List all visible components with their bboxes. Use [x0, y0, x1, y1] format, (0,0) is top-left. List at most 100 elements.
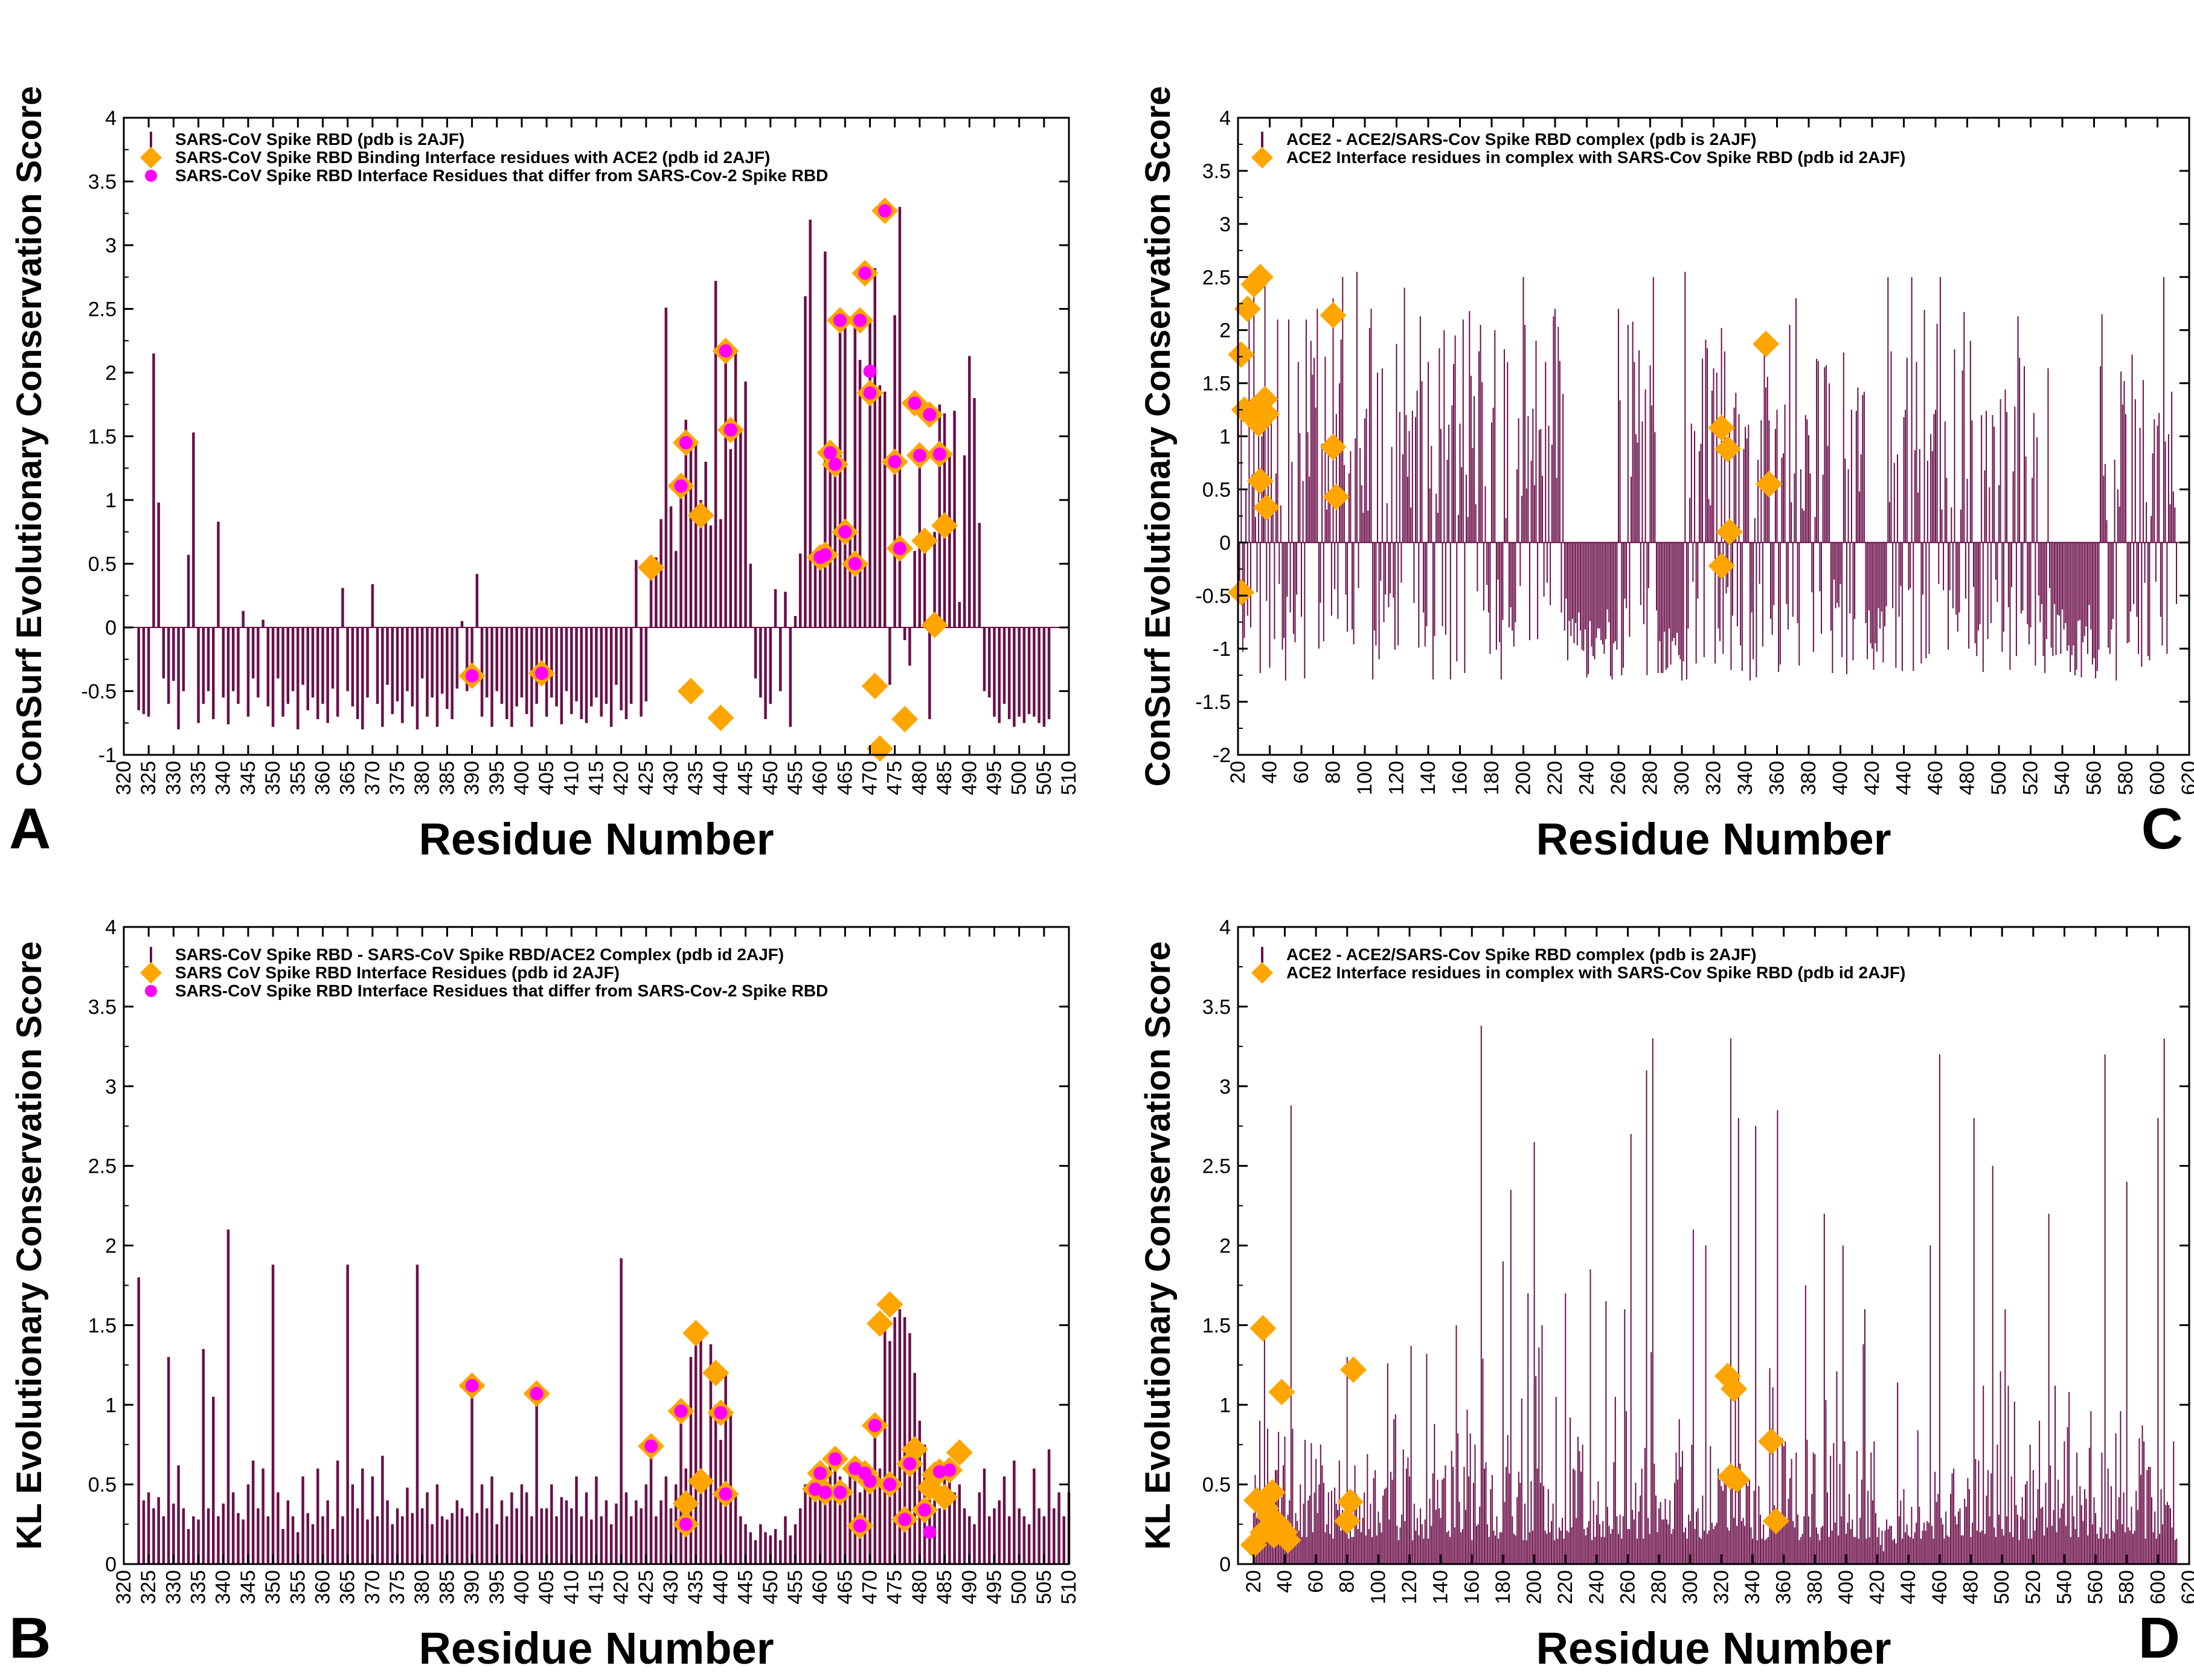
bar — [2065, 1525, 2067, 1564]
bar — [620, 1258, 623, 1564]
bar — [1558, 1527, 1560, 1564]
bar — [1578, 542, 1580, 613]
bar — [1332, 1538, 1334, 1564]
x-tick-label: 60 — [1290, 761, 1313, 784]
bar — [1833, 542, 1835, 580]
bar — [1781, 457, 1783, 543]
legend: ACE2 - ACE2/SARS-Cov Spike RBD complex (… — [1251, 945, 1905, 984]
bar — [1778, 1512, 1780, 1564]
bar — [1560, 1530, 1562, 1564]
bar — [1299, 433, 1301, 543]
bar — [1358, 542, 1359, 588]
bar — [2114, 460, 2115, 543]
bar — [1624, 1309, 1626, 1564]
bar — [1956, 1524, 1958, 1564]
legend-label: ACE2 - ACE2/SARS-Cov Spike RBD complex (… — [1286, 945, 1756, 964]
bar — [1772, 1387, 1774, 1564]
bar — [1494, 330, 1496, 543]
bar — [1440, 1518, 1442, 1564]
bar — [1766, 377, 1768, 543]
bar — [1745, 426, 1746, 543]
bar — [1493, 1530, 1495, 1564]
bar — [1888, 502, 1890, 543]
bar — [1528, 1532, 1530, 1565]
bar — [655, 557, 658, 627]
bar — [779, 1540, 782, 1564]
bar — [1770, 542, 1771, 619]
bar — [1938, 542, 1940, 584]
bar — [1761, 1538, 1763, 1564]
bar — [1343, 465, 1345, 543]
bar — [1580, 1472, 1582, 1564]
bar — [1327, 438, 1329, 543]
bar — [1304, 542, 1306, 679]
bar — [1431, 1525, 1432, 1564]
bar — [968, 356, 971, 627]
bar — [1686, 1538, 1688, 1564]
bar — [1852, 542, 1854, 661]
bar — [1552, 1503, 1554, 1564]
bar — [420, 1508, 424, 1564]
differ-circle — [903, 1457, 917, 1470]
bar — [1727, 1527, 1728, 1564]
bar — [1281, 542, 1283, 650]
bar — [1728, 1530, 1730, 1564]
bar — [1916, 362, 1917, 543]
x-tick-label: 340 — [1741, 1570, 1764, 1605]
bar — [1994, 426, 1995, 543]
bar — [1347, 542, 1349, 632]
bar — [2103, 475, 2105, 543]
bar — [744, 381, 747, 627]
bar — [1278, 542, 1280, 584]
bar — [1479, 1507, 1481, 1564]
bar — [1678, 542, 1679, 655]
bar — [1995, 1537, 1997, 1564]
bar — [1490, 1489, 1492, 1564]
bar — [1649, 1533, 1650, 1564]
bar — [440, 1516, 444, 1564]
bar — [1381, 1532, 1382, 1565]
bar — [1922, 542, 1923, 595]
bar — [1424, 1519, 1426, 1564]
bar — [1711, 1522, 1713, 1564]
bar — [1538, 430, 1540, 543]
bar — [1964, 1498, 1966, 1564]
bar — [1432, 542, 1434, 680]
bar — [251, 627, 255, 679]
bar — [2155, 1538, 2157, 1564]
x-tick-label: 375 — [386, 1570, 409, 1605]
bar — [1875, 542, 1876, 644]
bar — [1415, 417, 1416, 543]
bar — [1472, 447, 1474, 543]
bar — [1844, 458, 1846, 543]
bar — [1703, 542, 1705, 658]
bar — [1865, 1538, 1867, 1564]
bar — [1266, 542, 1268, 601]
bar — [401, 1516, 404, 1564]
x-axis-title: Residue Number — [419, 1623, 774, 1673]
bar — [1641, 1468, 1643, 1565]
bar — [1722, 542, 1724, 654]
bar — [2077, 542, 2079, 621]
bar — [2032, 1470, 2034, 1564]
bar — [978, 1492, 981, 1564]
x-tick-label: 400 — [510, 761, 533, 795]
bar — [2137, 1510, 2138, 1564]
interface-diamond — [707, 704, 734, 731]
bar — [1654, 432, 1656, 543]
bar — [1418, 1535, 1420, 1564]
bar — [1609, 542, 1611, 676]
bar — [2050, 542, 2052, 648]
legend-diamond-swatch — [140, 147, 162, 168]
interface-diamond — [1234, 295, 1261, 322]
bar — [1501, 1532, 1503, 1565]
bar — [1454, 1527, 1455, 1564]
interface-diamond — [1274, 1527, 1301, 1554]
bar — [2091, 1524, 2093, 1564]
bar — [251, 1460, 255, 1564]
bar — [1747, 1486, 1749, 1564]
bar — [1730, 542, 1732, 670]
x-tick-label: 600 — [2146, 1570, 2169, 1605]
bar — [2103, 1538, 2104, 1564]
bar — [1699, 1537, 1701, 1564]
